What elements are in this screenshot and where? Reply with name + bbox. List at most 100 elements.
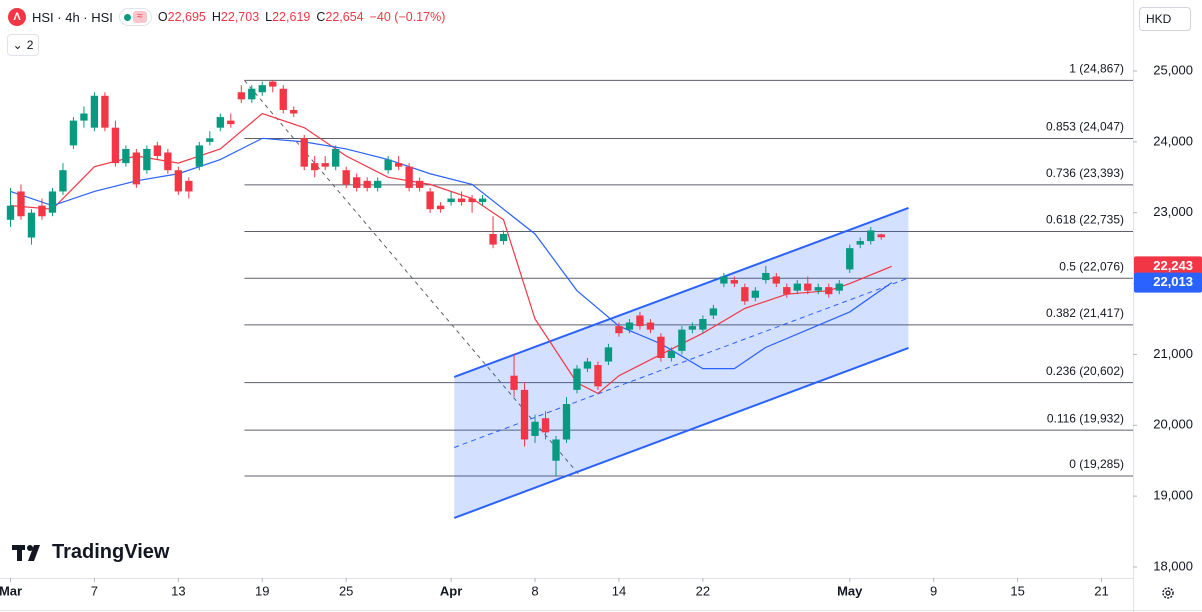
- collapse-count: 2: [26, 38, 34, 52]
- candle-body: [48, 191, 57, 213]
- candle-body: [363, 180, 371, 188]
- x-tick-label: 25: [339, 583, 353, 598]
- candle-body: [69, 120, 78, 146]
- brand: TradingView: [12, 541, 169, 564]
- candle-body: [594, 365, 602, 387]
- candle-body: [174, 170, 183, 192]
- y-tick-label: 20,000: [1153, 417, 1193, 432]
- candle-body: [825, 287, 833, 295]
- x-tick-label: 21: [1094, 583, 1108, 598]
- candle-body: [468, 198, 476, 203]
- candle-body: [394, 163, 403, 167]
- candle-body: [258, 85, 266, 93]
- ohlc-key: O: [157, 10, 168, 24]
- ohlc-item: H22,703: [212, 10, 259, 24]
- candle-body: [730, 280, 739, 284]
- symbol[interactable]: HSI · 4h · HSI: [32, 9, 113, 25]
- candle-body: [457, 198, 466, 203]
- fib-label: 0.236 (20,602): [1046, 364, 1124, 378]
- candle-body: [804, 283, 812, 291]
- plot-background: [0, 0, 1133, 578]
- candle-body: [290, 109, 298, 114]
- candle-body: [720, 276, 728, 284]
- candle-body: [311, 163, 319, 171]
- candle-body: [604, 347, 613, 362]
- ohlc-key: C: [316, 10, 326, 24]
- candle-body: [793, 283, 801, 291]
- gear: [1162, 587, 1174, 599]
- price-tag-label: 22,243: [1153, 258, 1193, 273]
- moving-average: [10, 137, 893, 370]
- candle-body: [153, 145, 162, 157]
- candle-body: [751, 290, 760, 298]
- ohlc-item: L22,619: [265, 10, 310, 24]
- candle-body: [321, 163, 329, 167]
- candle-body: [90, 95, 99, 128]
- logo-part: [17, 544, 22, 561]
- ohlc-key: L: [265, 10, 273, 24]
- candle-body: [6, 205, 15, 220]
- gear-center: [1165, 590, 1171, 596]
- ohlc-key: H: [211, 10, 221, 24]
- candle-body: [478, 198, 487, 203]
- fib-label: 0.853 (24,047): [1046, 120, 1124, 134]
- x-tick-label: Mar: [0, 583, 22, 598]
- y-tick-label: 25,000: [1153, 62, 1193, 77]
- candle-body: [279, 88, 287, 110]
- candle-body: [384, 159, 392, 171]
- currency-button[interactable]: HKD: [1139, 7, 1191, 31]
- fib-label: 0 (19,285): [1069, 457, 1124, 471]
- candle-body: [583, 361, 592, 369]
- candle-body: [122, 148, 130, 164]
- chevron: ⌄: [12, 38, 23, 52]
- legend-header: Λ HSI · 4h · HSI ≈ O22,695 H22,703 L22,619…: [8, 8, 445, 26]
- candle-body: [185, 180, 193, 192]
- ohlc-item: O22,695: [158, 10, 206, 24]
- brand-name: TradingView: [52, 541, 170, 563]
- fib-label: 0.382 (21,417): [1046, 306, 1124, 320]
- status-pill[interactable]: ≈: [118, 8, 152, 26]
- ohlc-value: 22,619: [272, 10, 311, 24]
- settings-button[interactable]: [1162, 587, 1174, 599]
- channel-lower: [453, 347, 909, 519]
- price-tag: [1134, 272, 1202, 293]
- candle-body: [269, 81, 277, 87]
- candle-body: [111, 127, 120, 164]
- candle-body: [143, 148, 151, 171]
- candle-body: [552, 439, 560, 461]
- fib-label: 0.618 (22,735): [1046, 213, 1124, 227]
- candle-body: [520, 389, 529, 440]
- candle-body: [615, 326, 623, 334]
- candle-body: [164, 152, 172, 171]
- collapse-button[interactable]: ⌄ 2: [7, 34, 39, 56]
- candle-body: [783, 287, 791, 295]
- fib-label: 1 (24,867): [1069, 62, 1124, 76]
- fib-label: 0.116 (19,932): [1047, 411, 1124, 425]
- candle-body: [625, 322, 634, 330]
- candle-body: [132, 152, 141, 185]
- y-tick-label: 24,000: [1153, 133, 1193, 148]
- candle-body: [426, 191, 434, 210]
- candle-body: [531, 421, 539, 436]
- candle-body: [541, 418, 550, 433]
- ohlc: O22,695 H22,703 L22,619 C22,654: [158, 10, 364, 24]
- candle-body: [17, 191, 25, 217]
- ohlc-value: 22,695: [167, 10, 206, 24]
- change: −40 (−0.17%): [369, 10, 446, 24]
- candle-body: [657, 336, 665, 358]
- candle-body: [562, 404, 571, 440]
- candle-body: [867, 230, 875, 242]
- x-tick-label: 8: [531, 583, 538, 598]
- time-axis-bg: [0, 578, 1133, 612]
- candle-body: [772, 276, 780, 284]
- candle-body: [248, 88, 256, 100]
- candle-body: [206, 138, 214, 142]
- y-tick-label: 21,000: [1153, 346, 1193, 361]
- candle-body: [405, 166, 413, 188]
- candle-body: [877, 234, 885, 238]
- logo-part: [27, 544, 33, 551]
- candle-body: [101, 95, 109, 128]
- channel-upper: [453, 207, 909, 378]
- candle-body: [688, 326, 697, 330]
